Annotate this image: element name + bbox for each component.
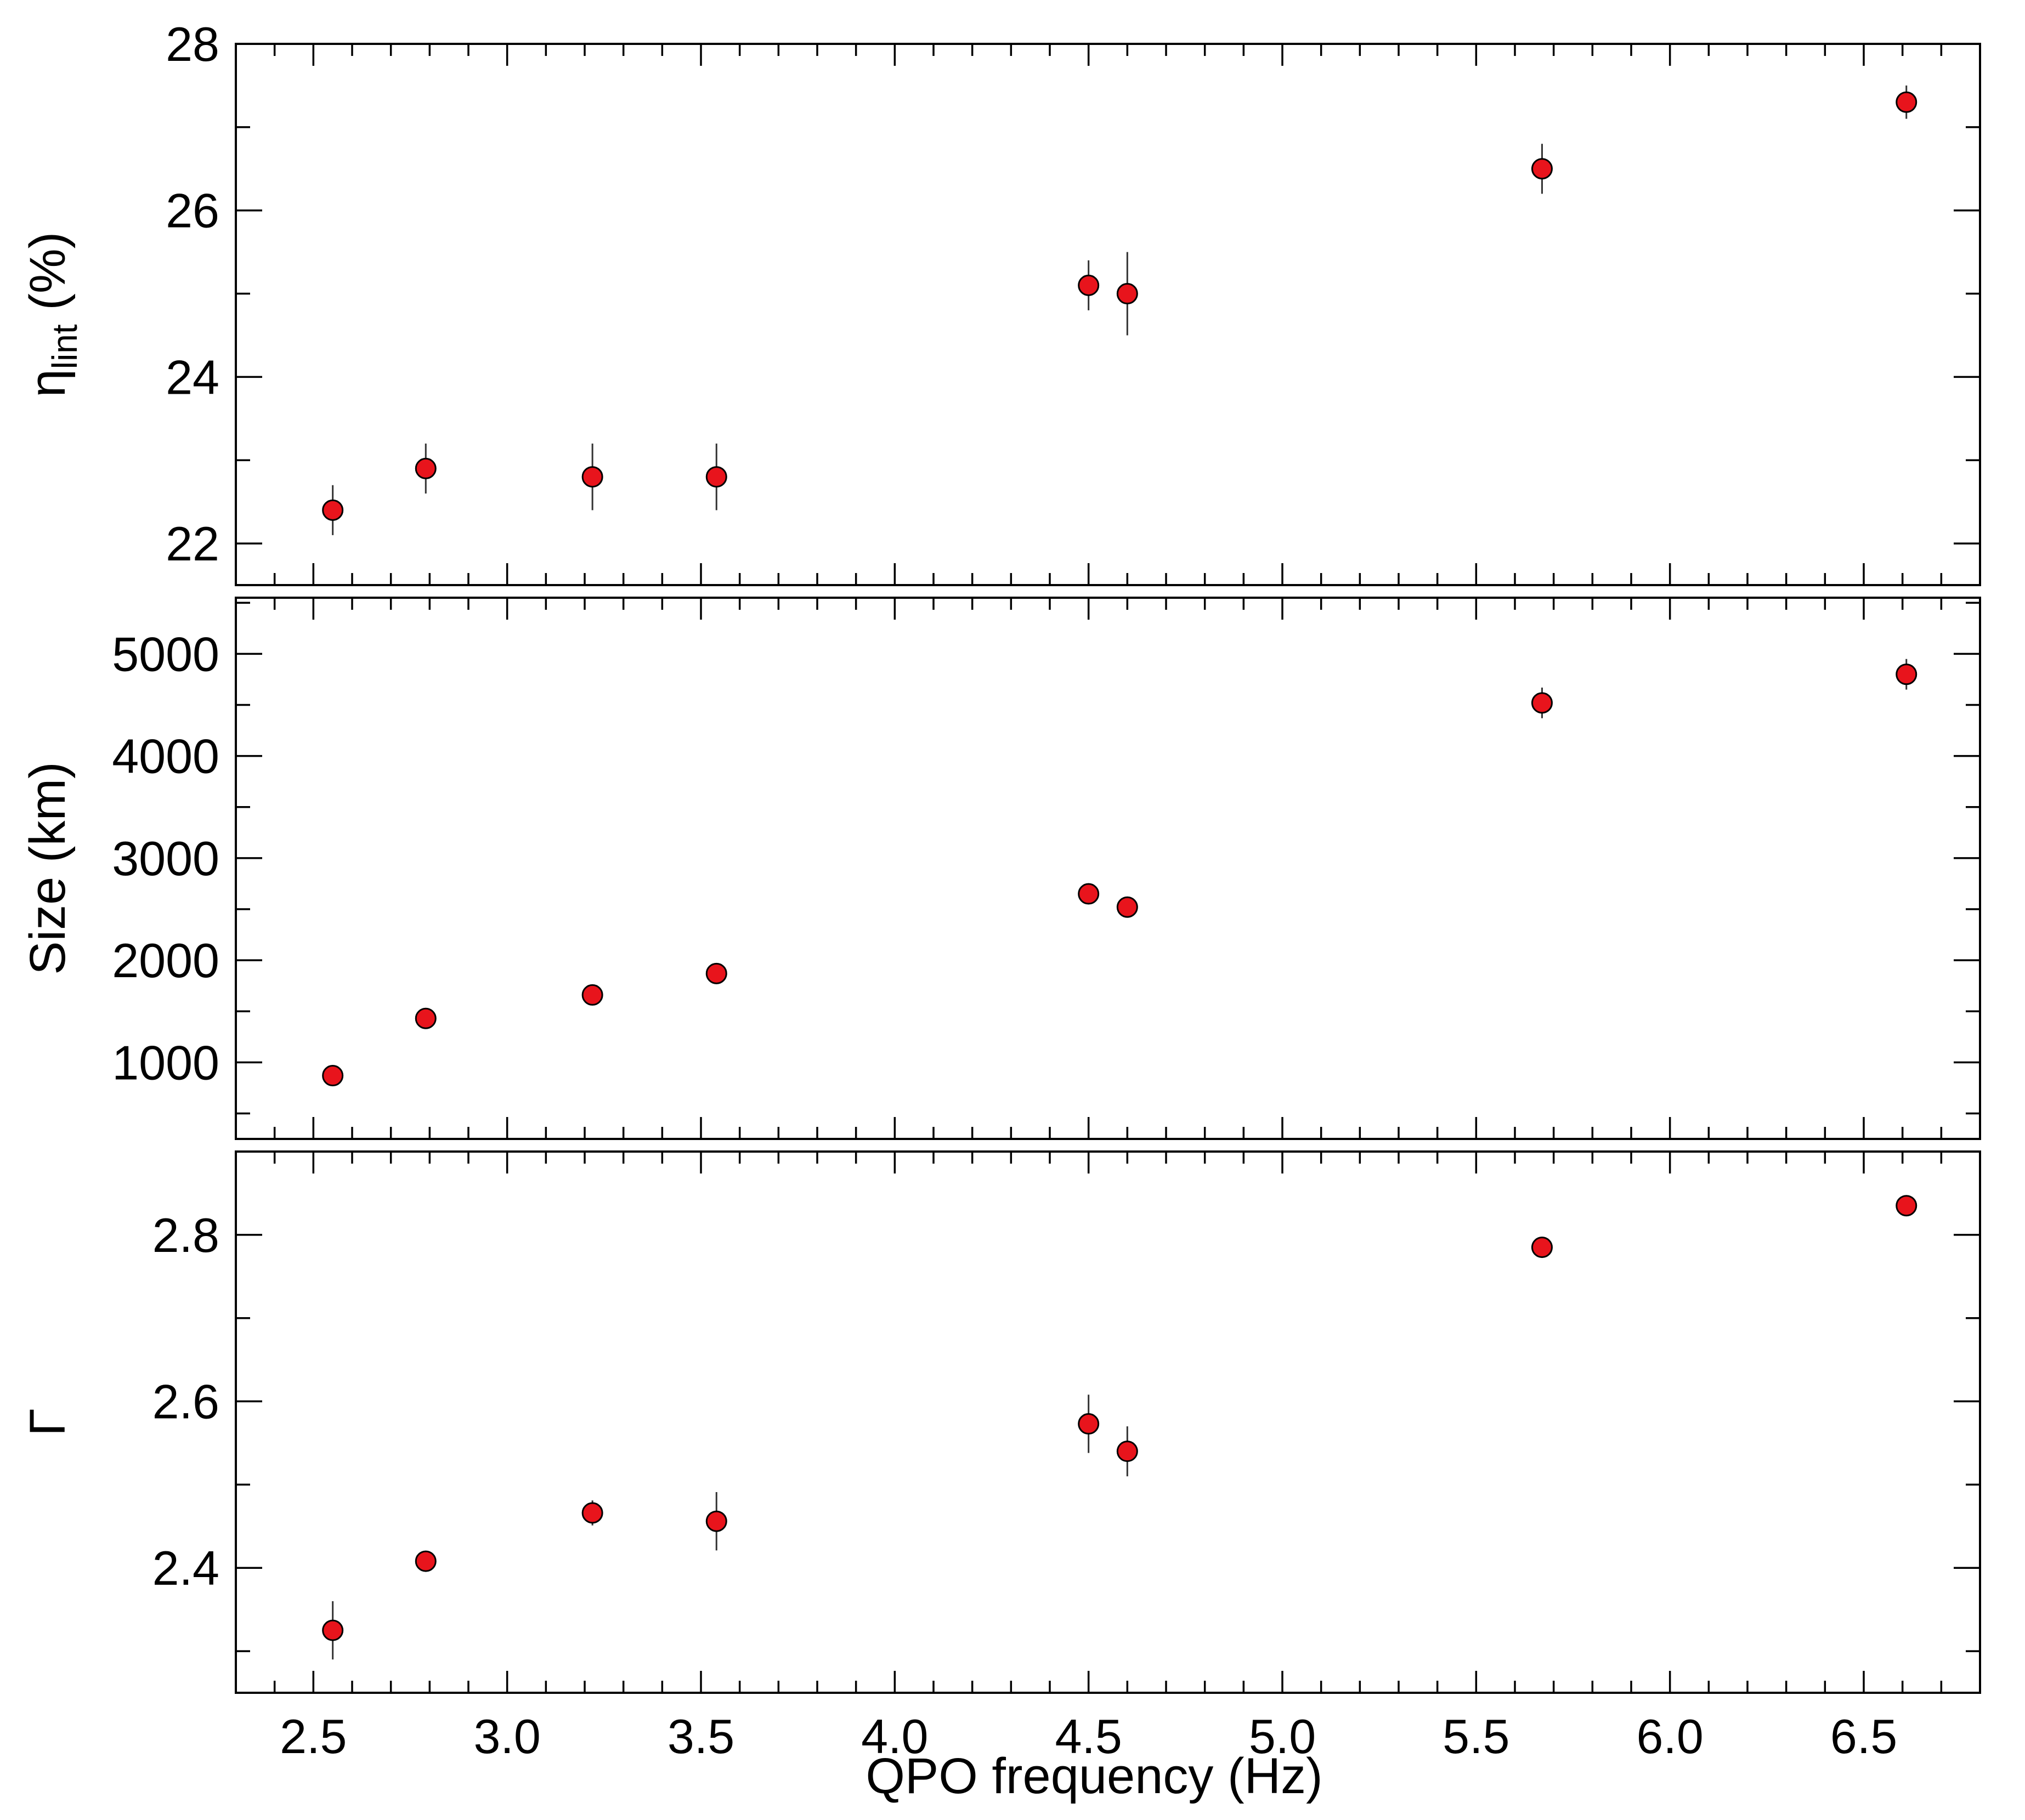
data-point [1116, 283, 1138, 305]
y-axis-label-symbol: η [20, 369, 76, 397]
y-axis-label: Γ [20, 1408, 76, 1436]
panel-1: 22 24 26 28 ηlint (%) [20, 17, 1981, 586]
data-point [322, 499, 344, 521]
data-point [1531, 1237, 1553, 1258]
data-point [581, 466, 603, 488]
y-tick-label: 2.8 [152, 1208, 219, 1262]
data-point [581, 984, 603, 1006]
data-point [705, 962, 727, 984]
y-tick-label: 2.6 [152, 1375, 219, 1429]
x-tick-label: 6.0 [1636, 1709, 1703, 1764]
data-point [1078, 883, 1100, 905]
x-tick-label: 4.0 [861, 1709, 928, 1764]
data-point [1531, 158, 1553, 180]
data-point [1078, 274, 1100, 296]
x-tick-label: 3.0 [473, 1709, 540, 1764]
data-point [322, 1065, 344, 1087]
x-tick-label: 4.5 [1055, 1709, 1122, 1764]
x-tick-label: 5.0 [1249, 1709, 1316, 1764]
y-tick-label: 22 [166, 517, 219, 571]
x-axis-label: QPO frequency (Hz) [866, 1748, 1322, 1804]
y-tick-label: 4000 [112, 729, 219, 784]
panel-frame [235, 597, 1981, 1140]
y-tick-label: 26 [166, 184, 219, 238]
data-point [705, 466, 727, 488]
y-tick-label: 2.4 [152, 1541, 219, 1595]
y-tick-label: 24 [166, 350, 219, 404]
x-tick-label: 6.5 [1830, 1709, 1897, 1764]
data-point [1116, 896, 1138, 918]
data-point [415, 457, 437, 479]
data-point [415, 1550, 437, 1572]
data-point [1896, 91, 1917, 113]
data-point [581, 1502, 603, 1524]
y-tick-label: 3000 [112, 831, 219, 886]
panel-3: 2.4 2.6 2.8 Γ [20, 1150, 1981, 1694]
data-point [1116, 1441, 1138, 1462]
x-axis: 2.5 3.0 3.5 4.0 4.5 5.0 5.5 6.0 6.5 [280, 1709, 1897, 1764]
data-point [705, 1510, 727, 1532]
y-tick-label: 5000 [112, 627, 219, 681]
data-point [1078, 1413, 1100, 1435]
panels: 22 24 26 28 ηlint (%) 1000 2000 3000 4000 5000 Siz… [20, 17, 1981, 1694]
x-tick-label: 2.5 [280, 1709, 347, 1764]
data-point [1896, 1195, 1917, 1217]
y-tick-label: 2000 [112, 933, 219, 988]
panel-frame [235, 43, 1981, 586]
panel-2: 1000 2000 3000 4000 5000 Size (km) [20, 597, 1981, 1140]
y-axis-label: Size (km) [20, 762, 76, 974]
y-axis-label: ηlint (%) [20, 232, 84, 398]
panel-frame [235, 1150, 1981, 1694]
data-point [415, 1007, 437, 1029]
y-axis-label-subscript: lint [45, 324, 84, 369]
x-tick-label: 5.5 [1443, 1709, 1509, 1764]
y-tick-label: 1000 [112, 1035, 219, 1090]
x-tick-label: 3.5 [668, 1709, 734, 1764]
y-axis-label-unit: (%) [20, 232, 76, 325]
data-point [322, 1619, 344, 1641]
data-point [1531, 692, 1553, 714]
data-point [1896, 664, 1917, 685]
y-tick-label: 28 [166, 17, 219, 71]
